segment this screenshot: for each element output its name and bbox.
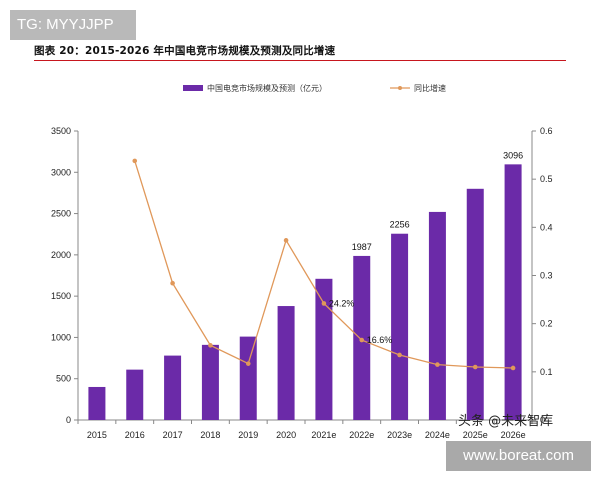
legend-line-label: 同比增速: [414, 83, 446, 93]
left-tick-label: 3500: [51, 126, 71, 136]
x-tick-label: 2021e: [311, 430, 336, 440]
bar: [164, 355, 182, 420]
growth-point: [321, 301, 327, 306]
growth-point: [472, 364, 478, 370]
bar: [391, 233, 409, 420]
x-tick-label: 2024e: [425, 430, 450, 440]
legend: 中国电竞市场规模及预测（亿元） 同比增速: [183, 83, 446, 93]
x-tick-label: 2022e: [349, 430, 374, 440]
growth-value-label: 16.6%: [367, 335, 393, 345]
growth-value-label: 24.2%: [329, 298, 355, 308]
bar: [126, 369, 144, 420]
legend-bar-swatch: [183, 85, 203, 91]
left-tick-label: 1000: [51, 332, 71, 342]
site-watermark: www.boreat.com: [446, 441, 591, 471]
x-tick-label: 2025e: [463, 430, 488, 440]
chart-title: 图表 20：2015-2026 年中国电竞市场规模及预测及同比增速: [34, 45, 336, 57]
right-tick-label: 0.3: [540, 271, 553, 281]
left-tick-label: 1500: [51, 291, 71, 301]
growth-point: [510, 365, 516, 371]
x-tick-label: 2019: [238, 430, 258, 440]
left-tick-label: 500: [56, 374, 71, 384]
x-tick-label: 2016: [125, 430, 145, 440]
left-tick-label: 3000: [51, 167, 71, 177]
right-tick-label: 0: [540, 415, 545, 425]
bar-value-label: 3096: [503, 150, 523, 160]
bar: [315, 278, 333, 420]
right-tick-label: 0.5: [540, 174, 553, 184]
bar: [239, 336, 257, 420]
x-tick-label: 2020: [276, 430, 296, 440]
source-watermark: 头条 @未来智库: [458, 414, 554, 429]
data-labels: 1987 2256 3096 24.2% 16.6%: [329, 150, 523, 345]
left-tick-label: 2500: [51, 209, 71, 219]
growth-point: [245, 361, 251, 366]
x-tick-label: 2026e: [501, 430, 526, 440]
left-tick-label: 0: [66, 415, 71, 425]
bar: [466, 188, 484, 420]
bar-value-label: 1987: [352, 242, 372, 252]
title-rule: [34, 60, 566, 61]
tg-tag: TG: MYYJJPP: [10, 10, 136, 40]
right-tick-label: 0.4: [540, 222, 553, 232]
x-tick-label: 2017: [163, 430, 183, 440]
right-tick-label: 0.1: [540, 367, 553, 377]
growth-point: [170, 280, 175, 286]
growth-point: [359, 337, 365, 343]
legend-bar-label: 中国电竞市场规模及预测（亿元）: [207, 83, 327, 93]
right-tick-label: 0.6: [540, 126, 553, 136]
growth-point: [132, 158, 138, 164]
bar: [428, 211, 446, 420]
left-tick-label: 2000: [51, 250, 71, 260]
growth-series: [132, 158, 516, 371]
x-tick-label: 2023e: [387, 430, 412, 440]
bar-value-label: 2256: [390, 220, 410, 230]
bar-series: [88, 164, 522, 420]
x-tick-label: 2018: [200, 430, 220, 440]
growth-point: [283, 238, 289, 243]
bar: [88, 386, 106, 420]
legend-line-marker: [398, 86, 402, 90]
bar: [504, 164, 522, 420]
growth-point: [208, 343, 213, 348]
bar: [201, 344, 219, 420]
growth-point: [435, 362, 440, 367]
x-tick-label: 2015: [87, 430, 107, 440]
bar: [277, 306, 295, 420]
right-tick-label: 0.2: [540, 319, 553, 329]
axes: 0 500 1000 1500 2000 2500 3000 3500 0 0.1 0.2 0.3 0.…: [51, 126, 553, 440]
growth-point: [397, 352, 402, 358]
